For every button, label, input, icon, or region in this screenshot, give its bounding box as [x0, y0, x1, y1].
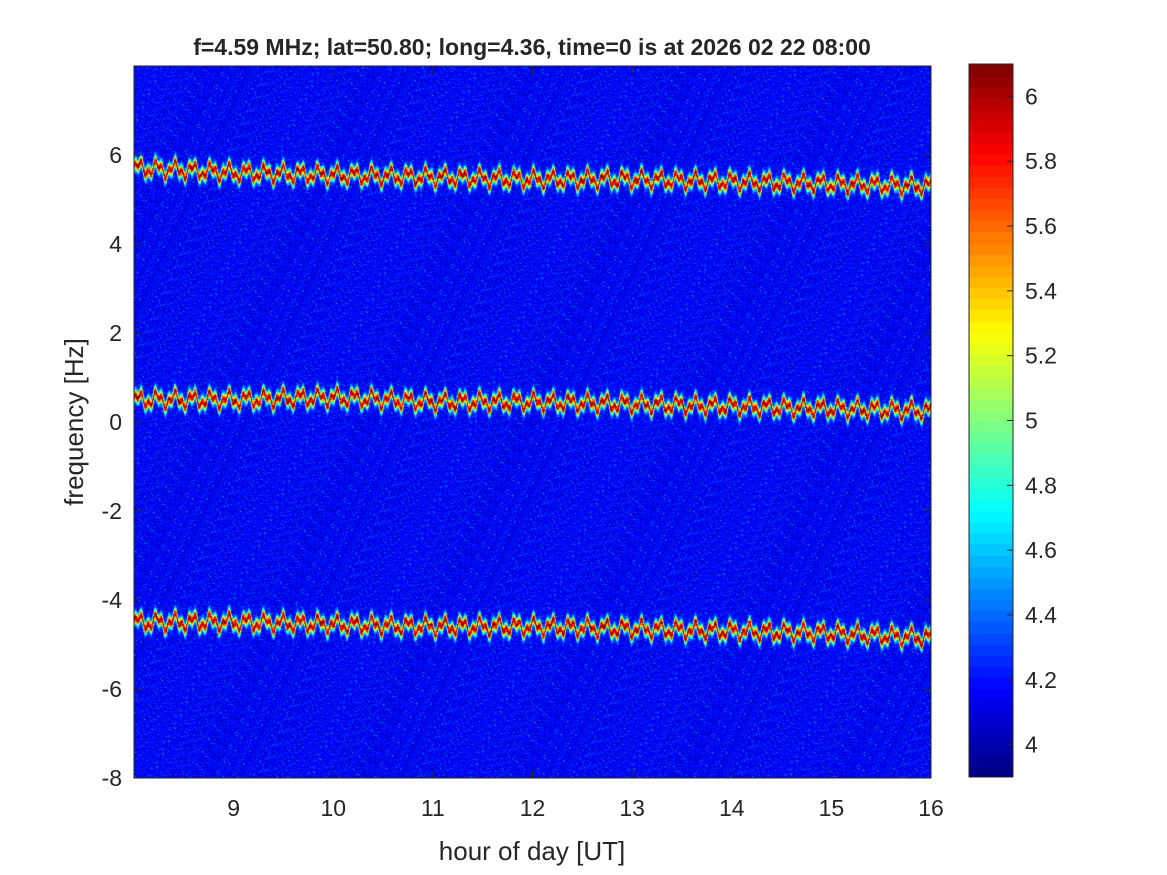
x-tick-label: 13 [619, 795, 645, 821]
colorbar-tick-label: 4.2 [1025, 667, 1057, 693]
colorbar-tick-label: 5.6 [1025, 213, 1057, 239]
colorbar-axis: 4 4.2 4.4 4.6 4.8 5 5.2 5.4 5.6 5.8 6 [1007, 83, 1057, 758]
colorbar-tick-label: 5.4 [1025, 278, 1057, 304]
y-axis: -8 -6 -4 -2 0 2 4 6 [102, 142, 931, 791]
y-tick-label: 4 [109, 231, 122, 257]
y-tick-label: -2 [102, 498, 122, 524]
plot-area-frame [133, 65, 932, 779]
colorbar-tick-label: 4 [1025, 732, 1038, 758]
colorbar-gradient [969, 64, 1013, 777]
colorbar-tick-label: 4.6 [1025, 537, 1057, 563]
colorbar-tick-label: 4.8 [1025, 472, 1057, 498]
x-tick-label: 15 [819, 795, 845, 821]
x-axis: 9 10 11 12 13 14 15 16 [227, 66, 944, 821]
y-tick-label: 0 [109, 409, 122, 435]
y-tick-label: -4 [102, 587, 123, 613]
y-axis-label: frequency [Hz] [59, 338, 89, 506]
x-tick-label: 11 [421, 795, 445, 821]
x-tick-label: 14 [719, 795, 745, 821]
x-tick-label: 10 [320, 795, 346, 821]
x-tick-label: 16 [918, 795, 944, 821]
y-tick-label: -8 [102, 765, 122, 791]
colorbar-tick-label: 5.8 [1025, 148, 1057, 174]
colorbar-tick-label: 5 [1025, 408, 1038, 434]
y-tick-label: 6 [109, 142, 122, 168]
y-tick-label: 2 [109, 320, 122, 346]
colorbar-tick-label: 4.4 [1025, 602, 1057, 628]
colorbar-frame [968, 63, 1014, 778]
y-tick-label: -6 [102, 676, 122, 702]
colorbar-tick-label: 5.2 [1025, 343, 1057, 369]
chart-title: f=4.59 MHz; lat=50.80; long=4.36, time=0… [193, 34, 871, 60]
x-axis-label: hour of day [UT] [439, 836, 625, 866]
x-tick-label: 9 [227, 795, 240, 821]
colorbar-tick-label: 6 [1025, 83, 1038, 109]
x-tick-label: 12 [520, 795, 546, 821]
spectrogram-heatmap [134, 66, 931, 778]
